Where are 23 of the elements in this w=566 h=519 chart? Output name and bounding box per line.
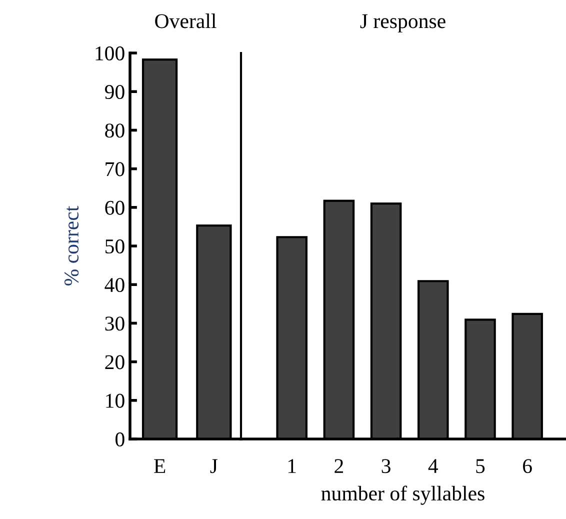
x-tick-label: E <box>154 459 166 473</box>
x-tick-label: 1 <box>288 459 296 473</box>
x-tick-label: 3 <box>382 459 390 474</box>
chart-title: J response <box>360 14 446 32</box>
x-tick-label: J <box>210 459 218 474</box>
y-tick-label: 70 <box>106 162 124 176</box>
y-tick-label: 60 <box>105 200 124 215</box>
y-tick-label: 20 <box>105 355 124 370</box>
y-tick-label: 30 <box>105 316 124 331</box>
x-axis-title: number of syllables <box>321 486 484 505</box>
y-tick-label: 0 <box>116 432 124 446</box>
y-tick-label: 40 <box>104 278 124 292</box>
y-tick-label: 100 <box>96 46 124 60</box>
x-tick-label: 2 <box>334 459 344 473</box>
y-tick-label: 80 <box>105 124 124 138</box>
y-tick-label: 10 <box>106 394 124 408</box>
x-tick-label: 6 <box>523 459 532 474</box>
x-tick-label: 5 <box>476 459 485 474</box>
y-axis-title: % correct <box>64 206 79 286</box>
y-tick-label: 90 <box>104 84 124 100</box>
chart-title: Overall <box>155 14 216 28</box>
x-tick-label: 4 <box>428 459 438 473</box>
y-tick-label: 50 <box>106 239 124 254</box>
